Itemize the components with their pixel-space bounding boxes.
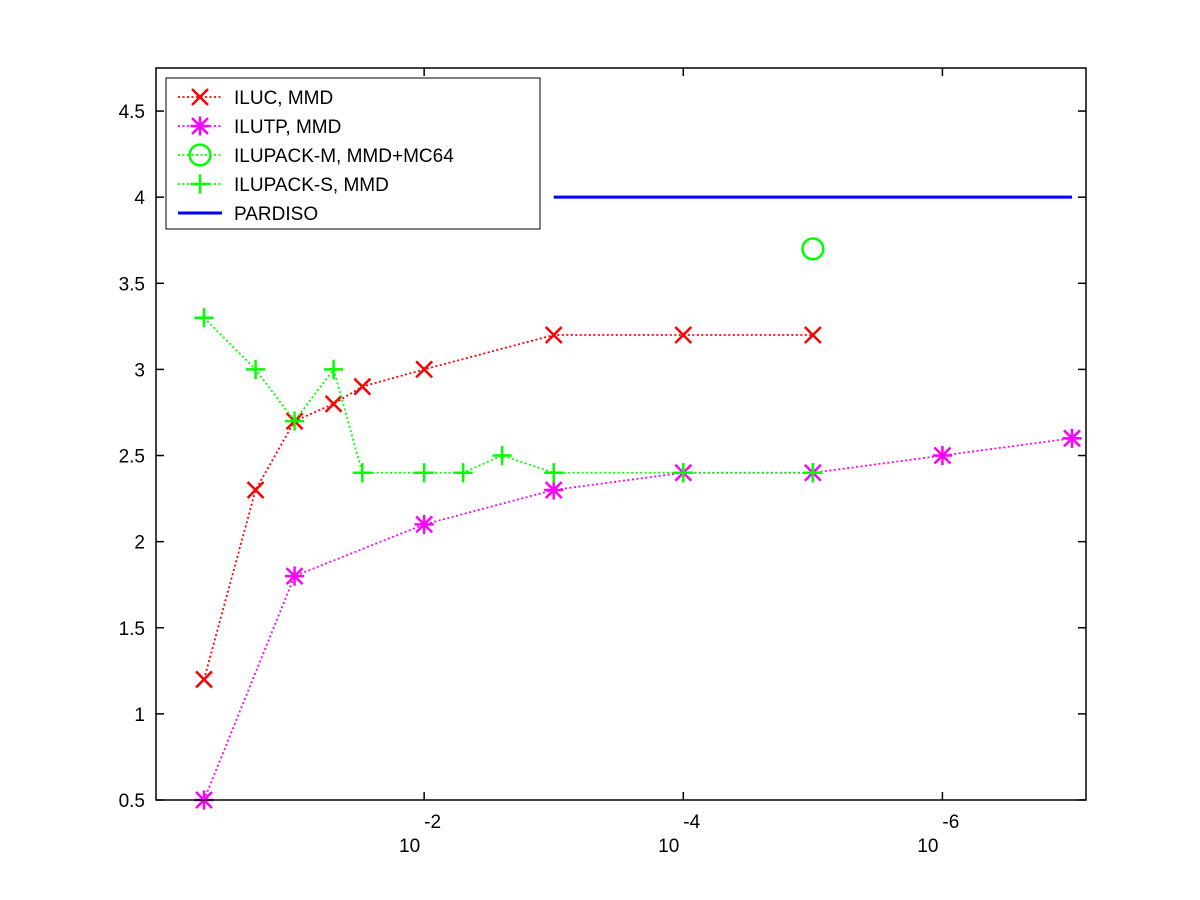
data-point — [414, 514, 434, 535]
y-tick-label: 1.5 — [119, 619, 145, 640]
data-point — [453, 463, 473, 483]
data-point — [246, 481, 265, 499]
data-point — [353, 377, 372, 396]
data-point — [323, 359, 344, 380]
data-point — [195, 670, 213, 689]
x-tick-label-base: 10 — [399, 836, 420, 857]
legend-label: PARDISO — [234, 204, 318, 225]
series-0 — [195, 326, 822, 689]
y-tick-label: 0.5 — [119, 791, 145, 812]
legend-item: ILUTP, MMD — [178, 116, 341, 138]
series-2 — [801, 237, 825, 261]
data-point — [492, 445, 512, 466]
data-point — [544, 463, 564, 483]
legend-marker — [190, 116, 210, 136]
series-3 — [194, 308, 823, 483]
series-layer — [194, 195, 1082, 810]
ticks-layer: 0.511.522.533.544.510-210-410-6 — [119, 68, 1086, 857]
x-tick-label-exponent: -6 — [942, 812, 959, 833]
legend-item: ILUPACK-S, MMD — [178, 174, 389, 196]
x-tick-label-exponent: -4 — [683, 812, 700, 833]
y-tick-label: 4 — [134, 188, 145, 209]
data-point — [284, 566, 305, 586]
x-tick-label-base: 10 — [917, 836, 938, 857]
data-point — [284, 411, 305, 431]
legend-label: ILUTP, MMD — [234, 117, 341, 138]
data-point — [803, 326, 822, 344]
data-point — [352, 463, 372, 483]
series-line — [203, 317, 813, 474]
y-tick-label: 3 — [134, 360, 145, 381]
x-tick-label-base: 10 — [658, 836, 679, 857]
axes-box — [155, 67, 1087, 801]
y-tick-label: 1 — [134, 705, 145, 726]
data-point — [414, 463, 434, 483]
y-tick-label: 4.5 — [119, 102, 145, 123]
legend-item: PARDISO — [178, 204, 318, 225]
legend-item: ILUC, MMD — [178, 88, 333, 109]
legend: ILUC, MMD ILUTP, MMD ILUPACK-M, MMD+MC64 IL… — [165, 77, 541, 230]
data-point — [801, 237, 825, 261]
data-point — [674, 326, 693, 344]
legend-item: ILUPACK-M, MMD+MC64 — [178, 143, 454, 167]
legend-label: ILUPACK-S, MMD — [234, 175, 389, 196]
y-tick-label: 2.5 — [119, 447, 145, 468]
data-point — [324, 394, 343, 413]
data-point — [803, 463, 823, 483]
data-point — [194, 308, 214, 328]
data-point — [932, 445, 953, 466]
data-point — [1062, 428, 1082, 448]
x-tick-label-exponent: -2 — [424, 812, 441, 833]
legend-marker — [191, 88, 209, 106]
y-tick-label: 2 — [134, 533, 145, 554]
data-point — [544, 480, 564, 500]
data-point — [673, 463, 693, 483]
data-point — [415, 360, 434, 379]
y-tick-label: 3.5 — [119, 274, 145, 295]
data-point — [544, 326, 563, 344]
legend-label: ILUPACK-M, MMD+MC64 — [234, 146, 454, 167]
legend-marker — [188, 143, 212, 167]
data-point — [245, 359, 266, 380]
legend-label: ILUC, MMD — [234, 88, 333, 109]
legend-marker — [190, 174, 210, 194]
legend-box — [165, 77, 541, 230]
